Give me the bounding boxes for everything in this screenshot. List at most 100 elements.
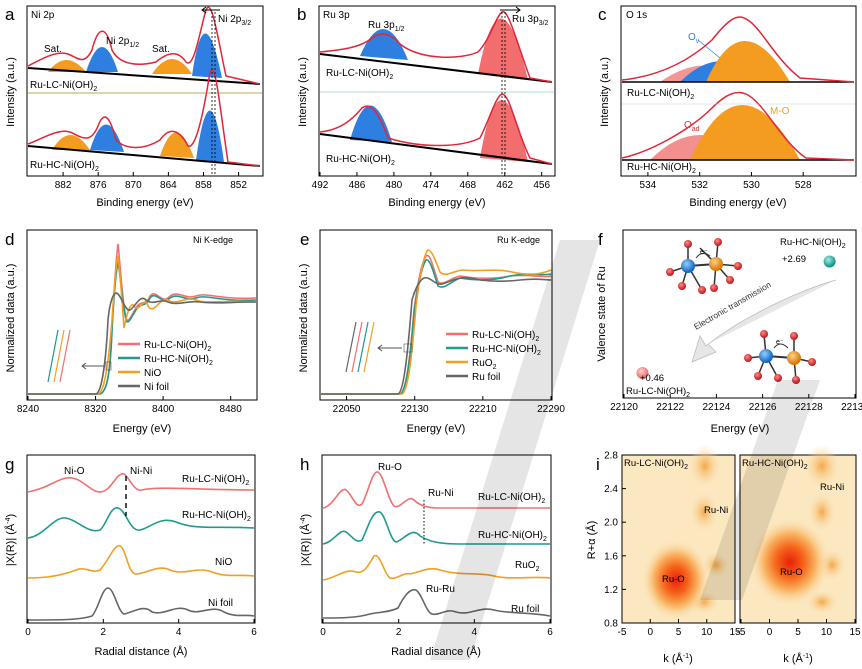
curve-g-nio [27,545,255,579]
curve-e-ruo2 [321,249,552,395]
xaxis-h-tick-label: 6 [547,627,553,638]
ylabel-h: |X(R)| (Å-4) [299,514,312,566]
title-c: O 1s [626,10,647,21]
curve-h-ruo2 [322,554,551,581]
fit-c-top [621,16,855,83]
curve-d-nio [28,255,257,395]
plot-frame-d [26,229,258,401]
panel-c: c O 1s Ov M-O Oad Ru-LC-Ni(OH)2 Ru-HC-Ni… [598,5,857,209]
fill-b-top-p1 [360,28,408,60]
xlabel-i-lc: k (Å-1) [663,652,692,665]
xaxis-d-tick-label: 8240 [17,404,40,415]
panel-i: i Ru-LC-Ni(OH)2 Ru-HC-Ni(OH)2 Ru-Ni Ru-N… [585,444,861,665]
xlabel-i-hc: k (Å-1) [783,652,812,665]
curve-g-lc [27,473,255,493]
ylabel-a: Intensity (a.u.) [5,57,17,127]
legend-label: RuO2 [472,358,497,371]
xaxis-c-tick-label: 530 [743,180,760,191]
xaxis-h-tick-label: 0 [320,627,326,638]
label-c-lc: Ru-LC-Ni(OH)2 [627,88,694,101]
curve-g-foil [27,587,255,621]
label-i-hc: Ru-HC-Ni(OH)2 [742,458,808,471]
ylabel-d: Normalized data (a.u.) [5,264,17,373]
label-i-ruo-hc: Ru-O [780,567,803,578]
molecule-hc: e⁻ [666,238,742,294]
label-h-ruo: Ru-O [378,462,402,473]
panel-letter-b: b [297,5,306,24]
xaxis-g-tick-label: 2 [101,627,107,638]
xaxis-g-tick-label: 0 [25,627,31,638]
label-i-ruo-lc: Ru-O [662,574,685,585]
yaxis-i-tick-label: 1.6 [604,551,618,562]
molecule-lc: e⁻ [744,330,816,384]
xaxis-a-tick-label: 858 [195,180,212,191]
xaxis-a-tick-label: 852 [230,180,247,191]
xaxis-b-tick-label: 480 [386,180,403,191]
legend-label: Ru-HC-Ni(OH)2 [144,354,213,367]
label-g-lc: Ru-LC-Ni(OH)2 [182,474,249,487]
point-f-lc [636,367,649,379]
xaxis-f: 22120 22122 22124 22126 22128 22130 [610,394,862,413]
label-h-lc: Ru-LC-Ni(OH)2 [478,492,545,505]
xaxis-d-tick-label: 8320 [84,404,107,415]
xaxis-b-tick-label: 456 [533,180,550,191]
xaxis-f-tick-label: 22120 [610,402,638,413]
pointer-c-ov [697,39,721,59]
panel-letter-h: h [300,455,309,474]
panel-g: g Ni-O Ni-Ni Ru-LC-Ni(OH)2 Ru-HC-Ni(OH)2… [4,454,257,658]
plot-frame-f [622,229,857,399]
transmission-arrow-f [691,279,837,363]
fill-a-top-sat1 [48,60,86,72]
zoom-box-e [403,343,413,353]
panel-d: d Ni K-edge Ru-LC-Ni(OH)2Ru-HC-Ni(OH)2Ni… [5,229,258,435]
xlabel-h: Radial disance (Å) [391,645,481,658]
xaxis-i-lc-tick-label: 15 [729,627,741,638]
inset-e-hc [357,321,369,373]
fill-c-top-mo [706,41,790,82]
yaxis-i-tick-label: 2.8 [604,451,618,462]
label-g-nio-s: NiO [215,557,232,568]
xaxis-e-tick-label: 22290 [537,404,565,415]
panel-letter-g: g [5,455,14,474]
label-c-ov: Ov [688,32,700,45]
label-a-ni2p32: Ni 2p3/2 [218,14,251,27]
legend-label: Ru-LC-Ni(OH)2 [472,330,539,343]
yaxis-i-tick-label: 0.8 [604,619,618,630]
panel-a: a Ni 2p Sat. Ni 2p1/2 Sat. Ni 2p3/2 Ru-L… [5,5,264,209]
yaxis-i-tick-label: 1.2 [604,585,618,596]
panel-h: h Ru-O Ru-Ni Ru-Ru Ru-LC-Ni(OH)2 Ru-HC-N… [299,454,553,658]
legend-label: NiO [144,368,161,379]
xaxis-h-tick-label: 2 [396,627,402,638]
fill-c-bot-mo [690,105,800,160]
ylabel-c: Intensity (a.u.) [599,57,611,127]
curve-d-foil [28,292,257,395]
zoom-arrow-d [81,362,104,370]
shift-arrow-b [500,6,521,14]
fill-b-bot-p1 [350,105,392,142]
title-e: Ru K-edge [497,235,540,245]
plot-frame-g [26,454,256,624]
xaxis-i: -5 0 5 10 15-5 0 5 10 15 [618,619,861,638]
panel-letter-f: f [598,230,603,249]
panel-letter-e: e [300,230,309,249]
ylabel-g: |X(R)| (Å-4) [4,514,17,566]
label-f-lc: Ru-LC-Ni(OH)2 [626,386,690,399]
xaxis-c-tick-label: 528 [795,180,812,191]
xaxis-a-tick-label: 876 [90,180,107,191]
yaxis-i-tick-label: 2.4 [604,484,618,495]
plot-frame-c [620,5,857,177]
legend-label: Ru-LC-Ni(OH)2 [144,340,211,353]
fill-b-bot-p2 [480,99,528,162]
label-i-runi-lc: Ru-Ni [704,505,728,516]
fill-a-bot-p1 [90,124,124,152]
label-f-hc: Ru-HC-Ni(OH)2 [780,237,846,250]
panel-letter-a: a [5,5,15,24]
plot-frame-b [318,5,556,177]
inset-d-lc [59,329,71,383]
xaxis-a: 882 876 870 864 858 852 [55,172,247,191]
fit-c-bot [621,91,855,161]
xlabel-g: Radial distance (Å) [95,645,188,658]
xlabel-f: Energy (eV) [711,423,770,435]
baseline-b-bot [319,133,553,165]
